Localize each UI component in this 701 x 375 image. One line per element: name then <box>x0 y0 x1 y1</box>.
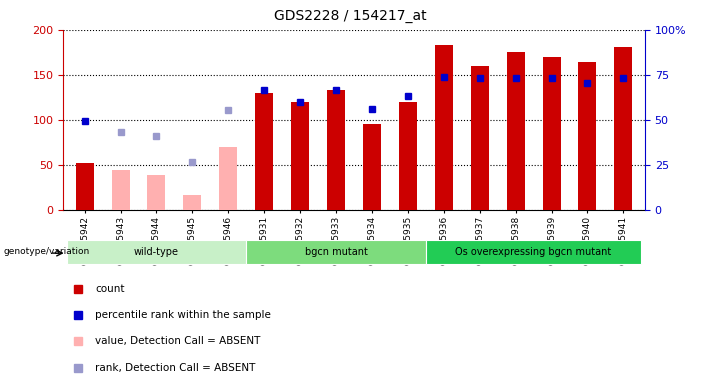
Bar <box>471 66 489 210</box>
Bar <box>255 93 273 210</box>
Bar <box>578 62 597 210</box>
FancyBboxPatch shape <box>67 240 246 264</box>
FancyBboxPatch shape <box>246 240 426 264</box>
Bar <box>76 163 94 210</box>
Text: bgcn mutant: bgcn mutant <box>305 247 367 257</box>
Bar <box>363 124 381 210</box>
Text: rank, Detection Call = ABSENT: rank, Detection Call = ABSENT <box>95 363 255 373</box>
Text: percentile rank within the sample: percentile rank within the sample <box>95 310 271 320</box>
Bar <box>614 47 632 210</box>
Bar <box>327 90 345 210</box>
Bar <box>399 102 417 210</box>
Bar <box>111 170 130 210</box>
Text: value, Detection Call = ABSENT: value, Detection Call = ABSENT <box>95 336 261 346</box>
Text: GDS2228 / 154217_at: GDS2228 / 154217_at <box>274 9 427 23</box>
Text: genotype/variation: genotype/variation <box>4 248 90 256</box>
Text: wild-type: wild-type <box>134 247 179 257</box>
FancyBboxPatch shape <box>426 240 641 264</box>
Bar <box>147 175 165 210</box>
Bar <box>435 45 453 210</box>
Bar <box>507 52 524 210</box>
Text: Os overexpressing bgcn mutant: Os overexpressing bgcn mutant <box>456 247 612 257</box>
Bar <box>291 102 309 210</box>
Text: count: count <box>95 284 125 294</box>
Bar <box>184 195 201 210</box>
Bar <box>543 57 561 210</box>
Bar <box>219 147 237 210</box>
